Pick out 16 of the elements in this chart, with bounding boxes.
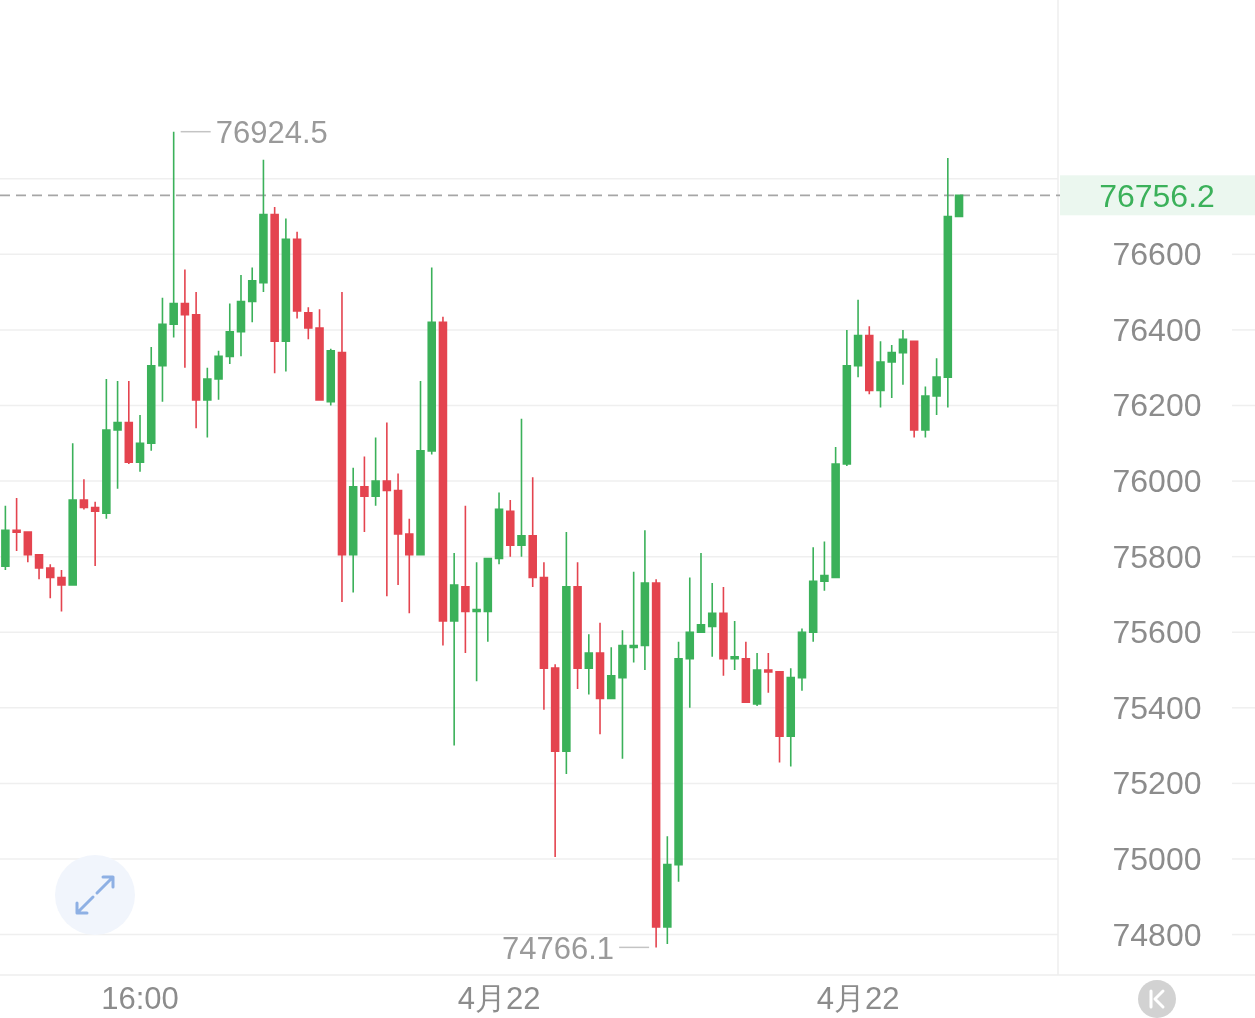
y-tick-label: 74800 — [1112, 916, 1202, 953]
y-tick-label: 75800 — [1112, 538, 1202, 575]
x-tick-label: 4月22 — [816, 980, 900, 1016]
y-tick-label: 76400 — [1112, 311, 1202, 348]
y-tick-label: 75400 — [1112, 689, 1202, 726]
annotation: 74766.1 — [502, 930, 615, 966]
y-tick-label: 75600 — [1112, 614, 1202, 651]
ref-line-label: 76756.2 — [1099, 178, 1215, 215]
y-tick-label: 76000 — [1112, 463, 1202, 500]
annotation: 76924.5 — [215, 115, 328, 151]
y-tick-label: 76200 — [1112, 387, 1202, 424]
y-tick-label: 75200 — [1112, 765, 1202, 802]
x-tick-label: 16:00 — [101, 980, 179, 1016]
x-tick-label: 4月22 — [457, 980, 541, 1016]
y-tick-label: 75000 — [1112, 840, 1202, 877]
y-tick-label: 76600 — [1112, 236, 1202, 273]
